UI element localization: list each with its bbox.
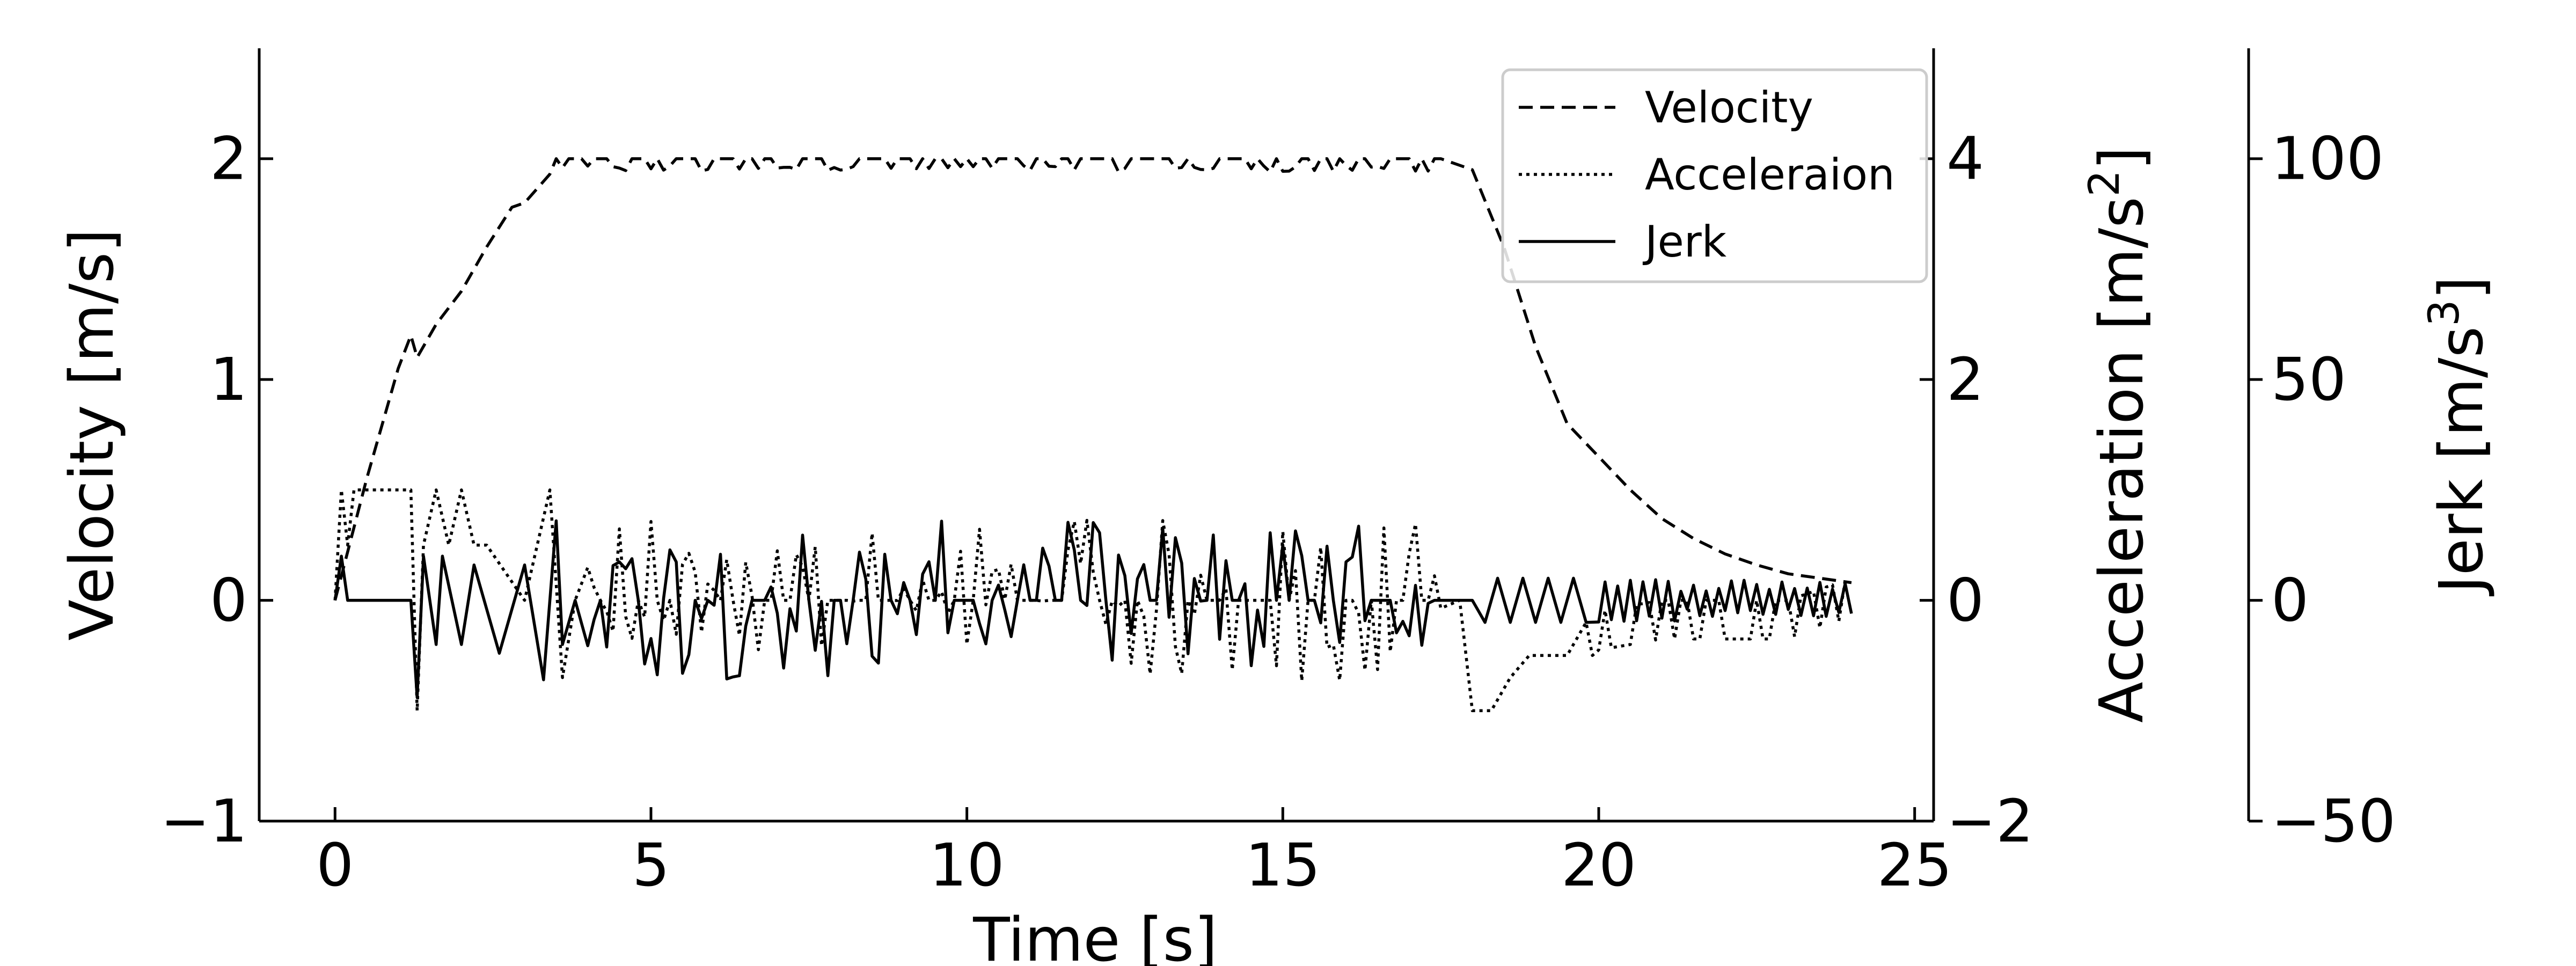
series-line-velocity — [333, 157, 1852, 601]
x-tick-label: 10 — [930, 831, 1005, 899]
x-tick-label: 25 — [1877, 831, 1952, 899]
series-line-acceleration — [333, 488, 1847, 713]
x-axis-label: Time [s] — [972, 905, 1217, 966]
y-axis-label: Velocity [m/s] — [57, 229, 127, 641]
x-tick-label: 15 — [1245, 831, 1320, 899]
y2-axis-label: Acceleration [m/s2] — [2081, 147, 2157, 723]
legend-box — [1501, 68, 1928, 283]
y3-axis-label: Jerk [m/s3] — [2420, 276, 2497, 597]
y3-tick-label: −50 — [2271, 787, 2396, 855]
y-tick-label: 0 — [210, 566, 247, 635]
y2-tick-label: 4 — [1946, 125, 1984, 193]
x-tick-label: 5 — [632, 831, 670, 899]
legend-entry: Jerk — [1642, 217, 1727, 267]
x-tick-label: 20 — [1561, 831, 1636, 899]
y2-tick-label: 0 — [1946, 566, 1984, 635]
series-line-jerk — [333, 519, 1853, 699]
y-tick-label: 2 — [210, 125, 247, 193]
y-tick-label: 1 — [210, 345, 247, 414]
y-tick-label: −1 — [160, 787, 247, 855]
y3-tick-label: 50 — [2271, 345, 2346, 414]
legend-entry: Velocity — [1645, 83, 1813, 133]
y2-tick-label: −2 — [1946, 787, 2033, 855]
y3-tick-label: 100 — [2271, 125, 2384, 193]
legend-entry: Acceleraion — [1645, 150, 1895, 200]
legend: Velocity Acceleraion Jerk — [1501, 68, 1928, 283]
y2-tick-label: 2 — [1946, 345, 1984, 414]
y3-tick-label: 0 — [2271, 566, 2309, 635]
x-tick-label: 0 — [316, 831, 354, 899]
